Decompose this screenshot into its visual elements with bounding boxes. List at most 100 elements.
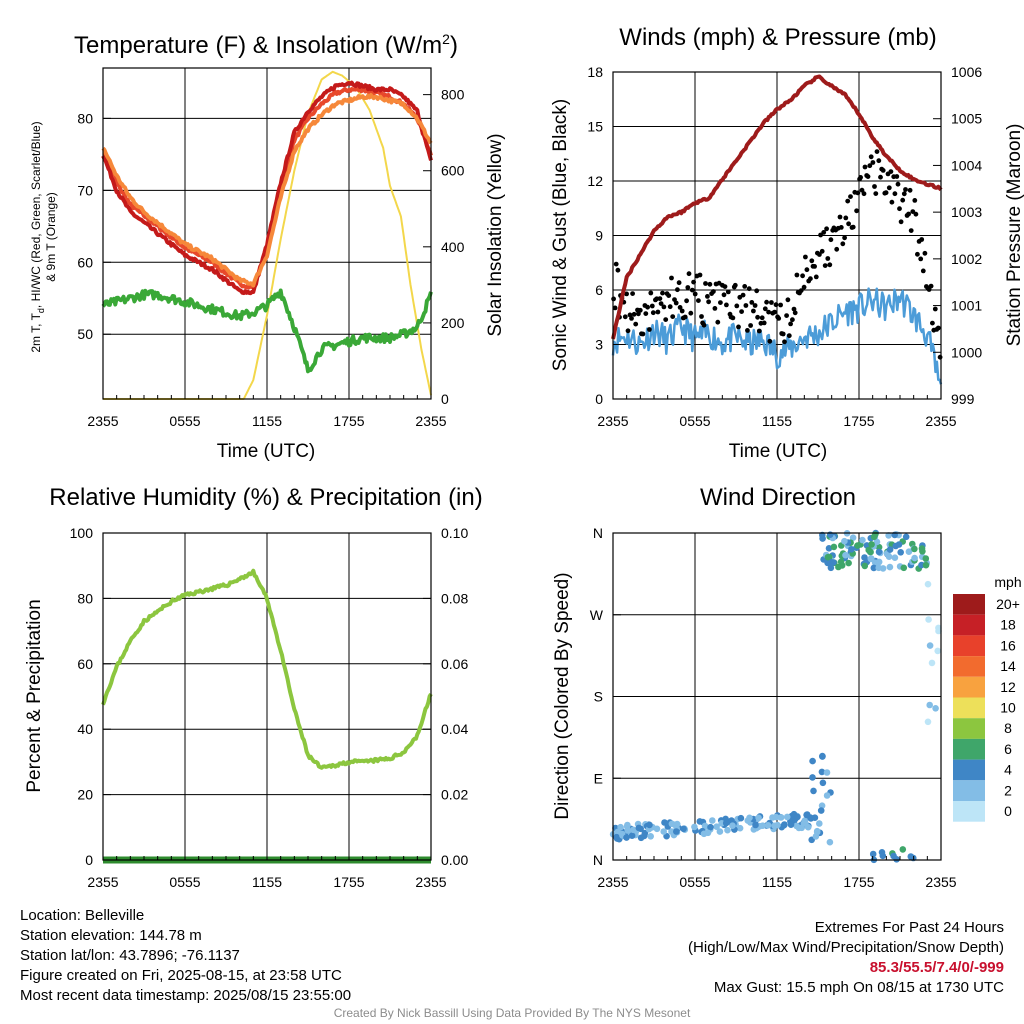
gust-point: [801, 284, 807, 290]
y2-tick-label: 1002: [951, 251, 982, 267]
gust-point: [903, 187, 908, 192]
direction-point: [875, 543, 883, 551]
wind-title: Winds (mph) & Pressure (mb): [619, 24, 936, 51]
direction-point: [816, 820, 823, 827]
gust-point: [759, 315, 765, 321]
gust-point: [827, 262, 833, 268]
y-tick-label: 60: [77, 656, 93, 672]
direction-point: [823, 769, 831, 776]
gust-point: [669, 275, 674, 281]
gust-point: [624, 291, 629, 297]
gust-point: [788, 321, 793, 327]
dewpoint-line: [101, 288, 433, 374]
y-tick-label: 15: [587, 119, 603, 135]
legend-label: 18: [1000, 617, 1016, 633]
plot-frame: [102, 532, 432, 861]
gust-point: [730, 315, 736, 321]
credit-line: Created By Nick Bassill Using Data Provi…: [333, 1006, 691, 1020]
legend-swatch: [953, 738, 985, 760]
legend-swatch: [953, 594, 985, 615]
legend-label: 4: [1004, 762, 1012, 778]
legend-label: 2: [1004, 782, 1012, 798]
x-tick-label: 0555: [169, 413, 200, 429]
legend-swatch: [953, 656, 985, 677]
x-tick-label: 2355: [415, 874, 446, 890]
direction-point: [613, 835, 621, 842]
direction-point: [818, 802, 826, 809]
direction-grid: [613, 533, 941, 860]
gust-point: [636, 311, 641, 317]
direction-point: [777, 814, 785, 821]
y2-tick-label: 0: [441, 391, 449, 407]
direction-point: [845, 559, 852, 567]
direction-point: [617, 823, 624, 831]
gust-point: [766, 309, 771, 315]
gust-point: [752, 303, 758, 308]
gust-point: [739, 309, 744, 314]
direction-point: [895, 541, 903, 548]
direction-point: [680, 825, 687, 833]
gust-point: [655, 309, 661, 315]
direction-point: [826, 838, 834, 846]
y-tick-label: 20: [77, 787, 93, 803]
direction-point: [868, 541, 875, 548]
direction-point: [819, 752, 826, 760]
gust-point: [878, 174, 883, 180]
direction-point: [824, 553, 832, 561]
gust-point: [761, 320, 767, 326]
direction-point: [932, 705, 939, 712]
gust-point: [922, 250, 928, 256]
gust-point: [658, 301, 664, 306]
gust-point: [675, 287, 680, 293]
gust-point: [822, 263, 828, 268]
direction-point: [885, 532, 892, 539]
direction-point: [902, 533, 910, 541]
x-tick-label: 2355: [925, 413, 956, 429]
direction-point: [886, 563, 894, 571]
gust-point: [696, 298, 701, 303]
direction-point: [935, 627, 942, 635]
y-tick-label: N: [593, 852, 603, 868]
direction-point: [918, 545, 926, 552]
gust-point: [625, 328, 631, 334]
gust-point: [828, 237, 834, 243]
gust-point: [928, 283, 934, 289]
direction-point: [628, 832, 636, 839]
gust-point: [673, 300, 679, 306]
gust-point: [707, 281, 713, 287]
gust-point: [684, 298, 689, 304]
gust-point: [908, 228, 914, 234]
gust-point: [889, 199, 895, 205]
gust-point: [900, 197, 906, 203]
gust-point: [845, 198, 851, 204]
direction-point: [859, 536, 866, 544]
gust-point: [701, 322, 707, 328]
x-tick-label: 2355: [415, 413, 446, 429]
y-tick-label: 40: [77, 721, 93, 737]
direction-point: [830, 559, 837, 566]
y2-tick-label: 200: [441, 315, 465, 331]
gust-point: [748, 323, 753, 328]
x-tick-label: 0555: [679, 874, 710, 890]
direction-point: [870, 564, 878, 572]
gust-point: [677, 305, 683, 310]
gust-point: [840, 241, 846, 247]
gust-point: [724, 302, 729, 308]
gust-point: [846, 221, 851, 227]
direction-point: [869, 850, 877, 858]
direction-point: [934, 647, 941, 655]
legend-swatch: [953, 780, 985, 801]
y-tick-label: 70: [77, 182, 93, 198]
direction-point: [809, 757, 816, 765]
gust-point: [913, 211, 919, 217]
gust-point: [648, 290, 654, 296]
direction-point: [794, 813, 801, 821]
gust-point: [898, 219, 904, 225]
direction-point: [926, 701, 933, 709]
direction-point: [879, 852, 887, 860]
y2-tick-label: 400: [441, 239, 465, 255]
direction-y-label: Direction (Colored By Speed): [552, 572, 573, 819]
direction-point: [890, 852, 897, 860]
direction-point: [660, 828, 667, 835]
